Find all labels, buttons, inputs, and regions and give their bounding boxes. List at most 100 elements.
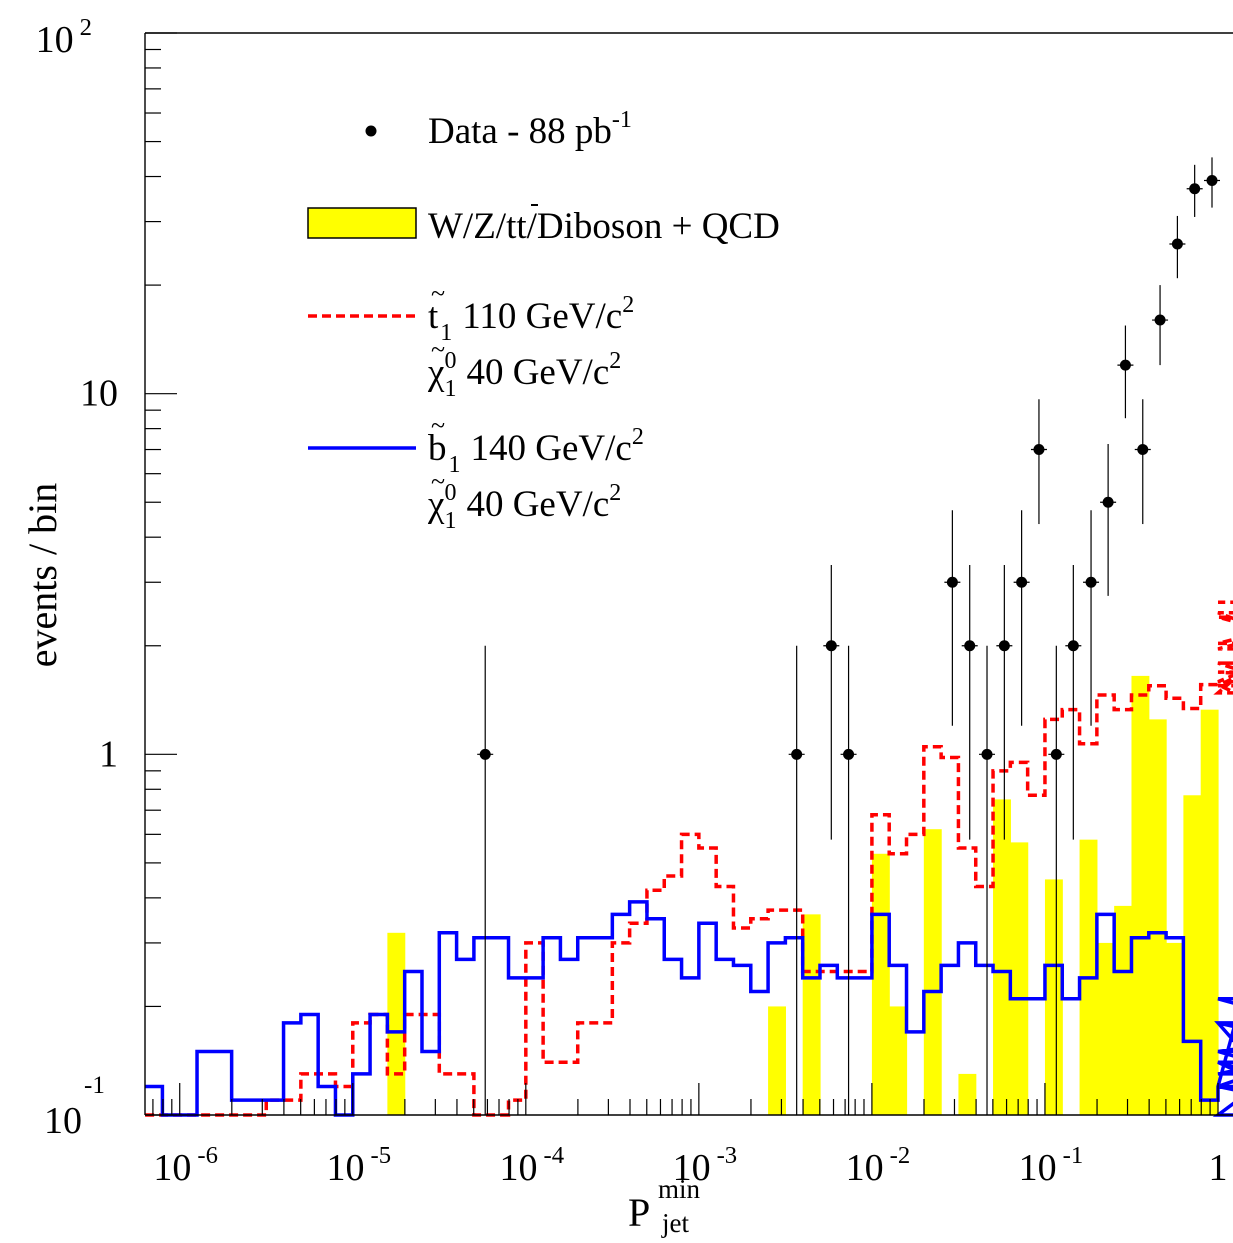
data-marker (1085, 576, 1097, 588)
legend-item-stop: t1 110 GeV/c2~χ0 1 40 GeV/c2~ (308, 279, 634, 402)
x-tick-label-exp: -1 (1063, 1142, 1084, 1169)
background-bar (1166, 942, 1184, 1115)
background-bar (1096, 942, 1115, 1115)
data-marker (1016, 576, 1028, 588)
legend-item-data: Data - 88 pb-1 (365, 107, 632, 152)
data-marker (946, 576, 958, 588)
data-point (788, 645, 805, 1115)
background-bar (1131, 675, 1150, 1115)
x-axis-title: P (628, 1190, 650, 1235)
stop-signal-histogram (145, 600, 1233, 1117)
y-axis-title: events / bin (20, 483, 65, 667)
legend-stop-line2-symbol: χ (427, 352, 445, 393)
data-marker (981, 748, 993, 760)
data-point (823, 564, 840, 840)
legend-background-label: W/Z/tt/Diboson + QCD (428, 206, 780, 247)
background-bar (889, 1006, 908, 1115)
data-marker (1102, 496, 1114, 508)
stop-histogram-line (145, 600, 1233, 1117)
data-marker (1137, 444, 1149, 456)
legend-data-marker (365, 125, 377, 137)
data-marker (1189, 183, 1201, 195)
data-point (944, 510, 961, 726)
legend-data-label: Data - 88 pb-1 (428, 107, 632, 152)
legend-item-sbottom: b1 140 GeV/c2~χ0 1 40 GeV/c2~ (308, 411, 644, 534)
legend-stop-line1: t1 110 GeV/c2 (428, 292, 634, 346)
x-tick-label: 10 -2 (846, 1142, 911, 1189)
sbottom-signal-histogram (145, 900, 1233, 1117)
legend-sbottom-line2-symbol: χ (427, 484, 445, 525)
x-tick-label-base: 1 (1209, 1147, 1228, 1189)
data-marker (1206, 174, 1218, 186)
legend-sbottom-line2-sup: 2 (609, 480, 621, 506)
data-point (1117, 325, 1134, 419)
legend-stop-line2: χ0 1 40 GeV/c2 (427, 348, 621, 402)
x-axis-title-sub: jet (661, 1208, 689, 1238)
background-bar (1044, 879, 1063, 1115)
background-bar (1010, 842, 1029, 1115)
legend-stop-line1-symbol-sub: 1 (440, 320, 452, 346)
data-point (1013, 510, 1030, 726)
legend-sbottom-line1-symbol-sub: 1 (449, 452, 461, 478)
background-bar (871, 853, 890, 1115)
x-tick-label: 10 -5 (326, 1142, 391, 1189)
legend-stop-line2-text: 40 GeV/c (466, 352, 609, 393)
y-tick-label-exp: -1 (84, 1072, 105, 1099)
background-bar (923, 829, 942, 1115)
legend-stop-line1-text: 110 GeV/c (462, 296, 622, 337)
legend-sbottom-line1-tilde: ~ (431, 411, 445, 440)
y-tick-label-exp: 2 (80, 14, 92, 41)
data-marker (1171, 238, 1183, 250)
background-bar (1114, 905, 1133, 1115)
legend-stop-line1-sup: 2 (622, 292, 634, 318)
legend-stop-line2-symbol-sub: 1 (444, 376, 456, 402)
legend-sbottom-line2-tilde: ~ (431, 467, 445, 496)
x-tick-label-exp: -4 (544, 1142, 565, 1169)
background-bar (958, 1073, 977, 1115)
data-marker (825, 640, 837, 652)
legend-sbottom-line2-symbol-sup: 0 (444, 480, 456, 506)
data-point (1083, 510, 1100, 726)
background-bar (993, 799, 1011, 1115)
background-histogram (387, 675, 1219, 1115)
legend-background-swatch (307, 207, 417, 239)
data-marker (1033, 444, 1045, 456)
x-tick-label: 10 -3 (673, 1142, 738, 1189)
data-point (1048, 645, 1065, 1115)
legend-data-text: Data - 88 pb (428, 111, 612, 152)
legend-sbottom-line1-sup: 2 (632, 424, 644, 450)
legend-data-sup: -1 (612, 107, 632, 133)
data-point (1030, 399, 1047, 525)
data-point (840, 645, 857, 1115)
legend-sbottom-line2: χ0 1 40 GeV/c2 (427, 480, 621, 534)
x-tick-label-base: 10 (846, 1147, 884, 1189)
x-tick-label-exp: -6 (197, 1142, 218, 1169)
sbottom-histogram-line (145, 900, 1233, 1117)
data-point (1169, 215, 1186, 279)
legend-stop-line1-tilde: ~ (431, 279, 445, 308)
data-marker (964, 640, 976, 652)
data-point (1100, 444, 1117, 596)
data-marker (1119, 359, 1131, 371)
x-tick-label-base: 10 (673, 1147, 711, 1189)
data-point (1065, 564, 1082, 840)
legend-sbottom-line1: b1 140 GeV/c2 (428, 424, 644, 478)
x-tick-label-base: 10 (326, 1147, 364, 1189)
data-marker (479, 748, 491, 760)
legend-stop-line2-sup: 2 (609, 348, 621, 374)
x-axis-title-sup: min (658, 1174, 701, 1204)
x-tick-label-exp: -2 (890, 1142, 911, 1169)
data-marker (791, 748, 803, 760)
background-bar (1183, 795, 1202, 1115)
legend-item-background: W/Z/tt/Diboson + QCD (307, 204, 780, 247)
y-tick-label-base: 10 (36, 19, 74, 61)
data-point (996, 564, 1013, 840)
data-points (477, 157, 1220, 1115)
data-marker (1154, 314, 1166, 326)
legend-sbottom-line2-text: 40 GeV/c (466, 484, 609, 525)
legend-sbottom-line1-text: 140 GeV/c (471, 428, 632, 469)
x-tick-label-base: 10 (1019, 1147, 1057, 1189)
